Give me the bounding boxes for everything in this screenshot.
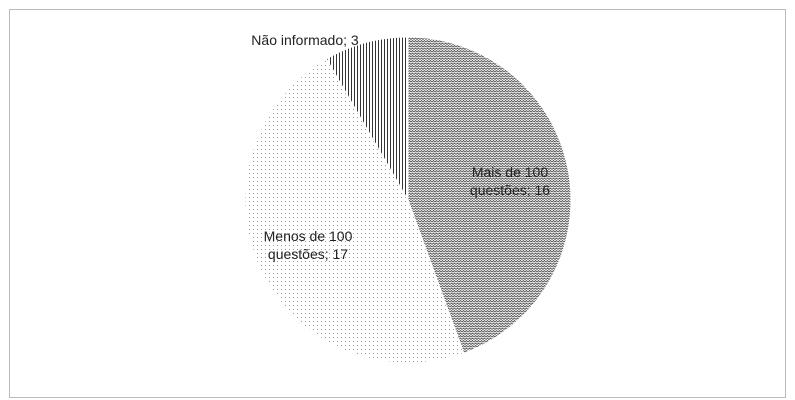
pie-slice (407, 36, 572, 354)
pie-slice (325, 36, 409, 202)
data-label: Menos de 100 questões; 17 (263, 228, 353, 262)
pie-slice (244, 58, 465, 364)
data-label: Mais de 100 questões; 16 (469, 164, 551, 198)
frame (9, 9, 786, 398)
data-label: Não informado; 3 (251, 32, 359, 48)
